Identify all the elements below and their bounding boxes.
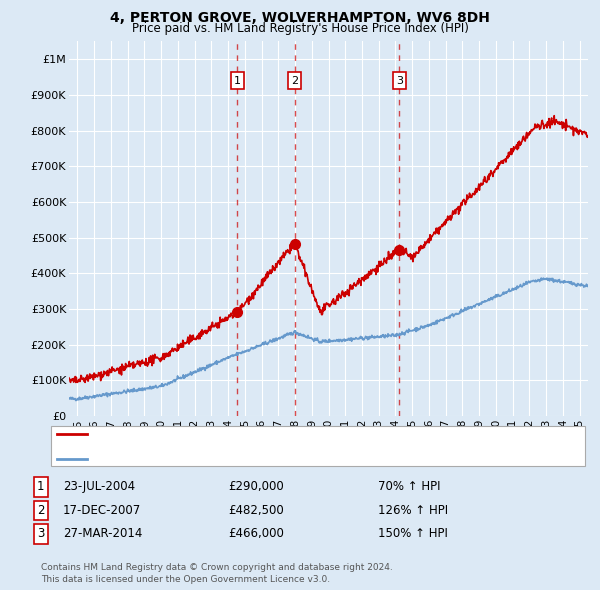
- Text: 4, PERTON GROVE, WOLVERHAMPTON, WV6 8DH (detached house): 4, PERTON GROVE, WOLVERHAMPTON, WV6 8DH …: [91, 429, 440, 438]
- Text: 4, PERTON GROVE, WOLVERHAMPTON, WV6 8DH: 4, PERTON GROVE, WOLVERHAMPTON, WV6 8DH: [110, 11, 490, 25]
- Text: 126% ↑ HPI: 126% ↑ HPI: [378, 504, 448, 517]
- Text: 3: 3: [396, 76, 403, 86]
- Text: 70% ↑ HPI: 70% ↑ HPI: [378, 480, 440, 493]
- Text: Price paid vs. HM Land Registry's House Price Index (HPI): Price paid vs. HM Land Registry's House …: [131, 22, 469, 35]
- Text: 150% ↑ HPI: 150% ↑ HPI: [378, 527, 448, 540]
- Text: 17-DEC-2007: 17-DEC-2007: [63, 504, 141, 517]
- Text: 3: 3: [37, 527, 44, 540]
- Text: HPI: Average price, detached house, Wolverhampton: HPI: Average price, detached house, Wolv…: [91, 454, 367, 464]
- Text: 1: 1: [234, 76, 241, 86]
- Text: Contains HM Land Registry data © Crown copyright and database right 2024.: Contains HM Land Registry data © Crown c…: [41, 563, 392, 572]
- Text: £290,000: £290,000: [228, 480, 284, 493]
- Text: £466,000: £466,000: [228, 527, 284, 540]
- Text: This data is licensed under the Open Government Licence v3.0.: This data is licensed under the Open Gov…: [41, 575, 330, 584]
- Text: 23-JUL-2004: 23-JUL-2004: [63, 480, 135, 493]
- Text: £482,500: £482,500: [228, 504, 284, 517]
- Text: 27-MAR-2014: 27-MAR-2014: [63, 527, 142, 540]
- Text: 2: 2: [291, 76, 298, 86]
- Text: 1: 1: [37, 480, 44, 493]
- Text: 2: 2: [37, 504, 44, 517]
